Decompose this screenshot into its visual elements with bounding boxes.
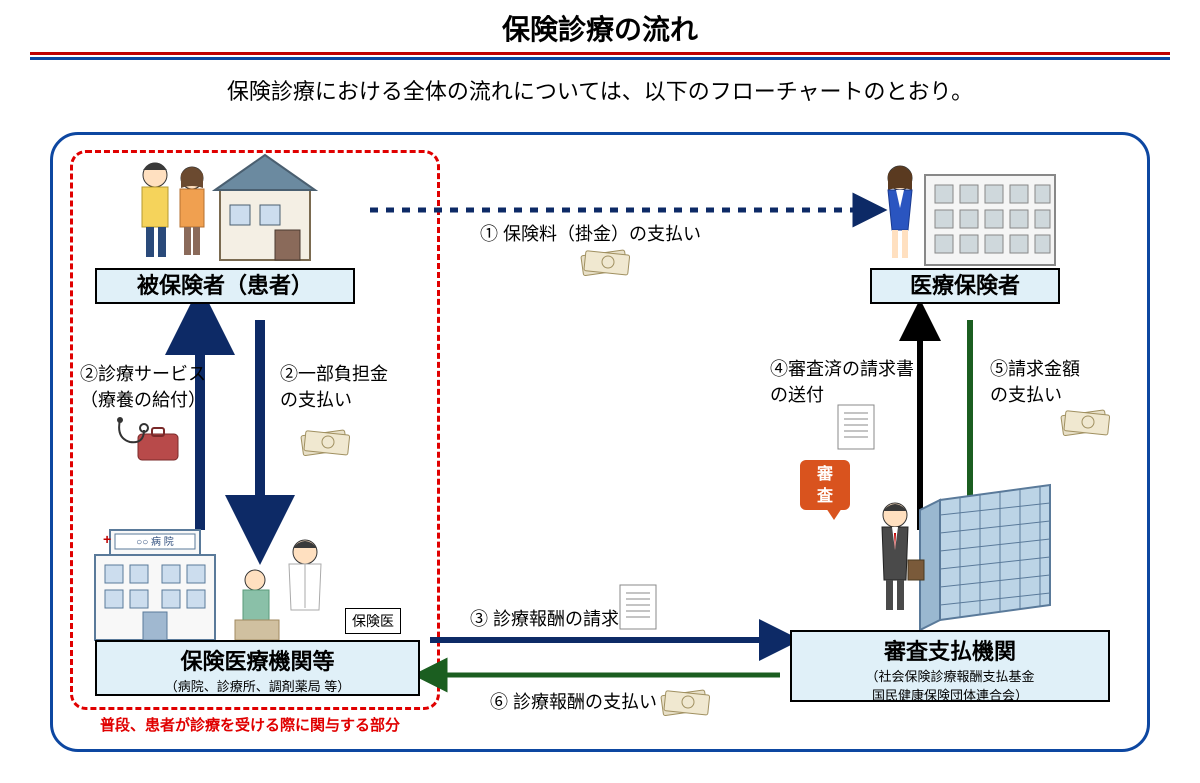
edge-2a-label: ②診療サービス （療養の給付） xyxy=(80,360,206,412)
node-insurer: 医療保険者 xyxy=(870,268,1060,304)
patient-scope-caption: 普段、患者が診療を受ける際に関与する部分 xyxy=(100,714,400,735)
page-title: 保険診療の流れ xyxy=(0,0,1200,48)
edge-2b-label: ②一部負担金 の支払い xyxy=(280,360,388,412)
hr-red xyxy=(30,52,1170,55)
edge-3-label: ③ 診療報酬の請求 xyxy=(470,605,619,631)
hr-blue xyxy=(30,57,1170,60)
hokeni-tag: 保険医 xyxy=(345,608,401,634)
edge-5-label: ⑤請求金額 の支払い xyxy=(990,355,1080,407)
edge-1-label: ① 保険料（掛金）の支払い xyxy=(480,220,701,246)
shinsa-bubble: 審 査 xyxy=(800,460,850,510)
edge-6-label: ⑥ 診療報酬の支払い xyxy=(490,688,657,714)
node-review: 審査支払機関 （社会保険診療報酬支払基金 国民健康保険団体連合会） xyxy=(790,630,1110,702)
page-subtitle: 保険診療における全体の流れについては、以下のフローチャートのとおり。 xyxy=(0,74,1200,106)
edge-4-label: ④審査済の請求書 の送付 xyxy=(770,355,914,407)
node-institution: 保険医療機関等 （病院、診療所、調剤薬局 等） xyxy=(95,640,420,696)
node-insured: 被保険者（患者） xyxy=(95,268,355,304)
